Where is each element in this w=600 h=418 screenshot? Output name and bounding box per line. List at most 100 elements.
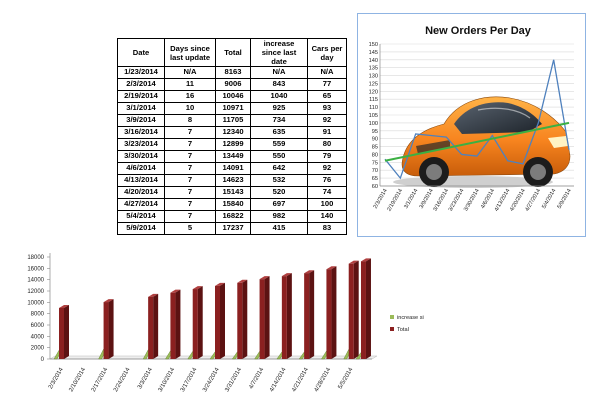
- table-cell: 93: [307, 102, 347, 115]
- bar-total: [59, 307, 64, 359]
- bar-y-tick-label: 6000: [31, 323, 45, 329]
- bar-total: [348, 263, 354, 359]
- line-y-tick-label: 95: [372, 129, 378, 135]
- legend-label: Total: [397, 327, 409, 333]
- line-y-tick-label: 150: [369, 42, 378, 48]
- table-row: 4/20/2014 7 15143 520 74: [117, 186, 347, 199]
- table-row: 3/16/2014 7 12340 635 91: [117, 126, 347, 139]
- line-y-tick-label: 75: [372, 160, 378, 166]
- table-cell: N/A: [250, 66, 308, 79]
- table-cell: 80: [307, 138, 347, 151]
- legend-swatch: [390, 315, 394, 319]
- line-x-tick-label: 3/9/2014: [419, 188, 435, 210]
- legend-swatch: [390, 327, 394, 331]
- table-cell: 3/30/2014: [117, 150, 165, 163]
- table-cell: 79: [307, 150, 347, 163]
- table-cell: 10971: [215, 102, 251, 115]
- table-cell: 642: [250, 162, 308, 175]
- line-y-tick-label: 90: [372, 137, 378, 143]
- bar-y-tick-label: 18000: [27, 255, 44, 261]
- bar-total-side: [175, 289, 181, 359]
- bar-total-top: [59, 304, 69, 308]
- table-cell: 415: [250, 222, 308, 235]
- table-cell: 7: [164, 198, 216, 211]
- line-x-tick-label: 3/1/2014: [403, 188, 419, 210]
- table-cell: 5/4/2014: [117, 210, 165, 223]
- table-cell: 91: [307, 126, 347, 139]
- table-cell: 4/27/2014: [117, 198, 165, 211]
- table-cell: 520: [250, 186, 308, 199]
- table-cell: 14623: [215, 174, 251, 187]
- bar-x-tick-label: 2/17/2014: [91, 366, 110, 393]
- table-cell: 77: [307, 78, 347, 91]
- line-y-tick-label: 65: [372, 176, 378, 182]
- bar-total-side: [264, 276, 270, 359]
- table-cell: N/A: [307, 66, 347, 79]
- table-cell: 4/13/2014: [117, 174, 165, 187]
- table-cell: 74: [307, 186, 347, 199]
- line-y-tick-label: 60: [372, 184, 378, 190]
- bar-total-side: [220, 282, 225, 359]
- line-y-tick-label: 115: [369, 97, 378, 103]
- total-orders-chart: 0 2000 4000 6000 8000 10000 12000 14000 16000 180…: [10, 245, 467, 413]
- bar-total: [304, 273, 310, 359]
- bar-total-top: [281, 273, 292, 277]
- bar-x-tick-label: 4/28/2014: [314, 366, 333, 393]
- bar-y-tick-label: 12000: [27, 289, 44, 295]
- bar-x-tick-label: 4/7/2014: [248, 366, 265, 390]
- table-cell: 7: [164, 162, 216, 175]
- bar-total: [326, 269, 332, 359]
- bar-total: [281, 276, 287, 359]
- bar-total-top: [304, 270, 315, 274]
- line-y-tick-label: 140: [369, 58, 378, 64]
- bar-total: [170, 292, 176, 359]
- bar-total-side: [242, 279, 248, 359]
- table-cell: 8: [164, 114, 216, 127]
- table-header-cell: Cars per day: [307, 38, 347, 67]
- line-x-tick-label: 3/30/2014: [463, 188, 481, 213]
- line-x-tick-label: 2/3/2014: [373, 188, 389, 210]
- bar-total: [237, 282, 243, 359]
- table-cell: 3/16/2014: [117, 126, 165, 139]
- table-cell: 4/20/2014: [117, 186, 165, 199]
- bar-x-tick-label: 3/24/2014: [202, 366, 221, 393]
- bar-x-tick-label: 2/24/2014: [113, 366, 132, 393]
- table-cell: 7: [164, 150, 216, 163]
- line-x-tick-label: 4/6/2014: [480, 188, 496, 210]
- bar-x-tick-label: 5/5/2014: [338, 366, 355, 390]
- table-cell: 65: [307, 90, 347, 103]
- bar-total-extra: [360, 261, 366, 359]
- bar-total-top: [148, 293, 159, 297]
- bar-y-tick-label: 2000: [31, 346, 45, 352]
- table-cell: 1/23/2014: [117, 66, 165, 79]
- bar-total-top: [237, 279, 248, 283]
- line-x-tick-label: 4/27/2014: [524, 188, 542, 213]
- table-row: 3/23/2014 7 12899 559 80: [117, 138, 347, 151]
- bar-total-extra-side: [365, 258, 371, 359]
- table-cell: 982: [250, 210, 308, 223]
- bar-total-top: [348, 260, 359, 264]
- table-cell: 15840: [215, 198, 251, 211]
- table-cell: 7: [164, 174, 216, 187]
- table-header-row: Date Days since last update Total increase …: [117, 38, 347, 67]
- line-x-tick-label: 5/4/2014: [541, 188, 557, 210]
- table-row: 1/23/2014 N/A 8163 N/A N/A: [117, 66, 347, 79]
- new-orders-chart-panel: New Orders Per Day 60 65 70 75 80 85 90 95 100 10…: [357, 13, 586, 237]
- total-orders-svg: 0 2000 4000 6000 8000 10000 12000 14000 16000 180…: [27, 253, 467, 393]
- bar-total-top: [259, 276, 270, 280]
- table-cell: 3/9/2014: [117, 114, 165, 127]
- table-cell: 13449: [215, 150, 251, 163]
- table-header-cell: increase since last date: [250, 38, 308, 67]
- line-y-tick-label: 80: [372, 152, 378, 158]
- table-row: 4/6/2014 7 14091 642 92: [117, 162, 347, 175]
- bar-total: [259, 279, 265, 359]
- bar-x-tick-label: 3/3/2014: [137, 366, 154, 390]
- table-row: 5/9/2014 5 17237 415 83: [117, 222, 347, 235]
- table-cell: 11: [164, 78, 216, 91]
- car-photo: [393, 96, 571, 188]
- bar-y-tick-label: 8000: [31, 312, 45, 318]
- table-header-cell: Days since last update: [164, 38, 216, 67]
- table-cell: 14091: [215, 162, 251, 175]
- table-cell: 532: [250, 174, 308, 187]
